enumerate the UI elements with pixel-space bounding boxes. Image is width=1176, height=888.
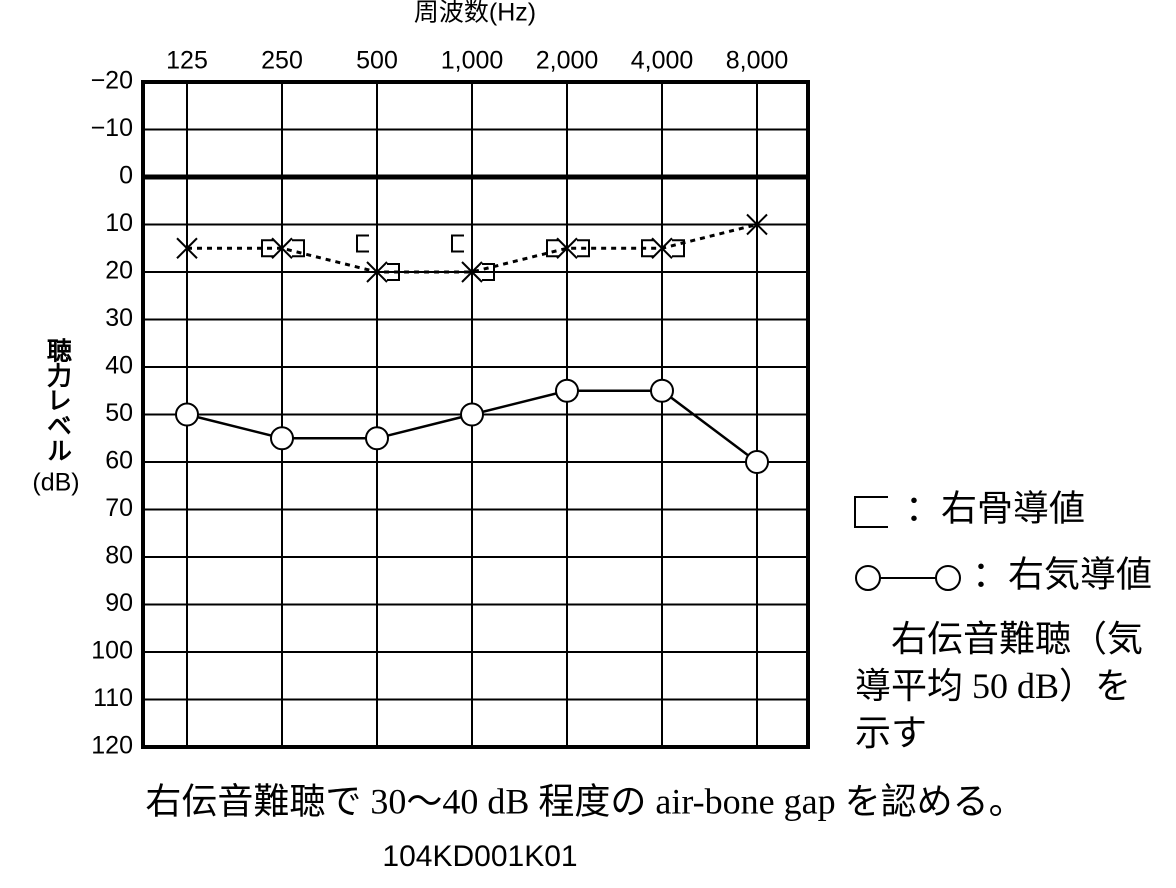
y-tick-label: 50 <box>105 399 133 427</box>
x-tick-label: 8,000 <box>726 47 789 75</box>
y-tick-label: 30 <box>105 304 133 332</box>
x-axis-title: 周波数(Hz) <box>414 0 536 27</box>
x-tick-label: 2,000 <box>536 47 599 75</box>
marker <box>745 450 769 474</box>
marker <box>460 402 484 427</box>
marker <box>577 239 590 258</box>
y-tick-label: 20 <box>105 257 133 285</box>
figure-id: 104KD001K01 <box>382 840 577 873</box>
marker <box>451 234 464 253</box>
y-tick-label: 70 <box>105 494 133 522</box>
legend-text: ：右骨導値 <box>905 488 1085 528</box>
y-tick-label: 80 <box>105 542 133 570</box>
marker <box>556 237 578 259</box>
y-axis-unit: (dB) <box>32 469 79 497</box>
marker <box>271 237 293 259</box>
marker <box>292 239 305 258</box>
plot-frame <box>141 80 810 749</box>
x-tick-label: 250 <box>261 47 303 75</box>
legend-text: ：右気導値 <box>972 554 1152 594</box>
legend-marker <box>935 565 961 591</box>
y-tick-label: 10 <box>105 209 133 237</box>
y-tick-label: 100 <box>91 637 133 665</box>
y-axis-title: 聴力レベル <box>43 338 72 463</box>
annotation: 右伝音難聴（気導平均 50 dB）を示す <box>855 619 1144 753</box>
y-tick-label: −10 <box>91 114 133 142</box>
marker <box>555 378 579 403</box>
y-tick-label: −20 <box>91 67 133 95</box>
marker <box>365 426 389 451</box>
marker <box>650 378 674 403</box>
marker <box>176 237 198 259</box>
y-tick-label: 110 <box>93 684 133 712</box>
marker <box>482 263 495 281</box>
marker <box>175 402 199 427</box>
marker <box>356 234 369 253</box>
caption: 右伝音難聴で 30〜40 dB 程度の air-bone gap を認める。 <box>145 781 1024 821</box>
marker <box>546 239 559 258</box>
x-tick-label: 500 <box>356 47 398 75</box>
marker <box>746 213 768 236</box>
legend-marker <box>855 565 881 591</box>
x-tick-label: 1,000 <box>441 47 504 75</box>
legend-marker <box>854 496 888 528</box>
y-tick-label: 40 <box>105 352 133 380</box>
marker <box>651 237 673 259</box>
y-tick-label: 60 <box>105 447 133 475</box>
marker <box>672 239 685 258</box>
y-tick-label: 0 <box>119 162 133 190</box>
y-tick-label: 120 <box>91 732 133 760</box>
y-tick-label: 90 <box>105 589 133 617</box>
marker <box>270 426 294 451</box>
marker <box>366 261 388 283</box>
x-tick-label: 4,000 <box>631 47 694 75</box>
x-tick-label: 125 <box>166 47 208 75</box>
marker <box>461 261 483 283</box>
